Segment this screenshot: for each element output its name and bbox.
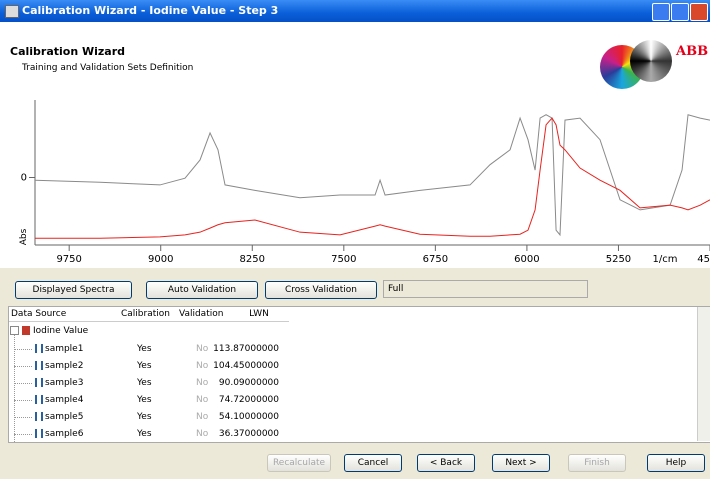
calibration: Yes (137, 378, 152, 388)
scrollbar (697, 307, 710, 441)
spectrum-line (35, 117, 710, 239)
x-tick-label: 4500 (697, 254, 710, 265)
x-tick-label: 9750 (56, 254, 81, 265)
y-tick-label: 0 (21, 173, 27, 184)
group-icon (22, 326, 30, 335)
tree-line (14, 349, 32, 351)
lwn-value: 74.72000000 (218, 395, 279, 405)
toolbar-button[interactable]: Auto Validation (146, 281, 258, 299)
calibration: Yes (137, 344, 152, 354)
tree-line (14, 434, 32, 436)
toolbar-button[interactable]: Displayed Spectra (15, 281, 132, 299)
validation: No (196, 361, 209, 371)
expander (10, 326, 19, 335)
logo-gray (630, 40, 672, 82)
logo-text: ABB (676, 44, 709, 59)
window-icon (5, 5, 19, 18)
header (0, 22, 710, 101)
x-tick-label: 7500 (331, 254, 356, 265)
sample-name: sample4 (45, 395, 84, 405)
lwn-value: 36.37000000 (218, 429, 279, 439)
validation: No (196, 429, 209, 439)
validation: No (196, 378, 209, 388)
tree-line (14, 383, 32, 385)
footer-button[interactable]: < Back (417, 454, 475, 472)
sample-icon (35, 395, 43, 404)
toolbar-button[interactable]: Cross Validation (265, 281, 377, 299)
header-line (9, 321, 289, 322)
group-label: Iodine Value (33, 326, 89, 336)
table: Data Source Calibration Validation LWN Iodin… (8, 306, 710, 443)
calibration: Yes (137, 361, 152, 371)
sample-icon (35, 429, 43, 438)
x-axis-label: 1/cm (653, 254, 678, 265)
chart: 9750 9000 8250 7500 6750 6000 5250 4500 1/cm 0 Abs (0, 100, 710, 268)
sample-icon (35, 412, 43, 421)
sample-icon (35, 344, 43, 353)
title-bar (0, 0, 710, 22)
column-header: LWN (249, 309, 269, 319)
lwn-value: 104.45000000 (213, 361, 279, 371)
header-subtitle: Training and Validation Sets Definition (22, 63, 194, 73)
window-title: Calibration Wizard - Iodine Value - Step… (22, 4, 279, 17)
lwn-value: 54.10000000 (218, 412, 279, 422)
close-button[interactable] (690, 3, 708, 21)
x-tick-label: 6750 (423, 254, 448, 265)
calibration: Yes (137, 412, 152, 422)
x-tick-label: 8250 (240, 254, 265, 265)
validation: No (196, 395, 209, 405)
tree-line (14, 417, 32, 419)
sample-name: sample6 (45, 429, 84, 439)
x-tick-label: 6000 (514, 254, 539, 265)
tree-line (14, 366, 32, 368)
x-tick-label: 5250 (606, 254, 631, 265)
mode-field: Full (383, 280, 588, 298)
tree-trunk (14, 335, 16, 442)
footer-button[interactable]: Next > (492, 454, 550, 472)
calibration: Yes (137, 395, 152, 405)
calibration: Yes (137, 429, 152, 439)
column-header: Validation (179, 309, 224, 319)
validation: No (196, 344, 209, 354)
column-header: Calibration (121, 309, 170, 319)
lwn-value: 113.87000000 (213, 344, 279, 354)
x-tick-label: 9000 (148, 254, 173, 265)
sample-name: sample2 (45, 361, 84, 371)
sample-icon (35, 378, 43, 387)
footer-button[interactable]: Recalculate (267, 454, 331, 472)
footer-button[interactable]: Finish (568, 454, 626, 472)
sample-icon (35, 361, 43, 370)
column-header: Data Source (11, 309, 67, 319)
lwn-value: 90.09000000 (218, 378, 279, 388)
footer-button[interactable]: Cancel (344, 454, 402, 472)
sample-name: sample5 (45, 412, 84, 422)
y-axis-label: Abs (19, 228, 29, 245)
minimize-button[interactable] (652, 3, 670, 21)
footer-button[interactable]: Help (647, 454, 705, 472)
tree-line (14, 400, 32, 402)
header-title: Calibration Wizard (10, 45, 126, 58)
validation: No (196, 412, 209, 422)
spectrum-line (34, 114, 710, 237)
sample-name: sample1 (45, 344, 84, 354)
sample-name: sample3 (45, 378, 84, 388)
maximize-button[interactable] (671, 3, 689, 21)
